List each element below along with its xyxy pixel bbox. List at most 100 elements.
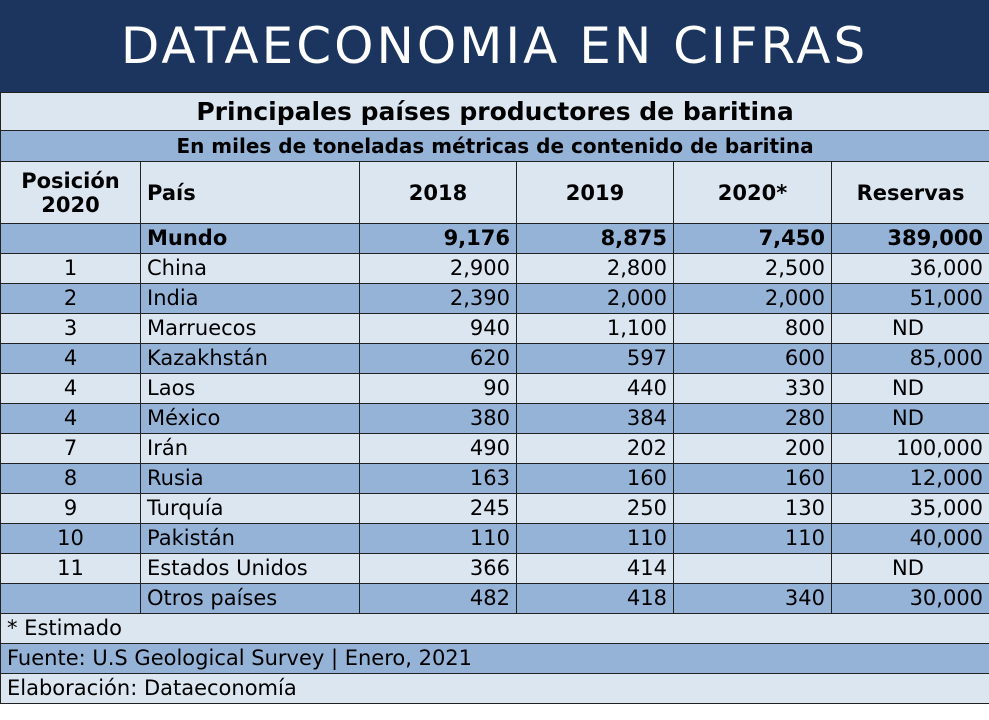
cell-country: Marruecos <box>140 313 360 344</box>
cell-position: 8 <box>0 463 141 494</box>
cell-reserves: 389,000 <box>830 223 989 254</box>
table-row: 2 India 2,390 2,000 2,000 51,000 <box>0 283 989 314</box>
cell-value-2019: 418 <box>516 583 674 614</box>
table-row: 11 Estados Unidos 366 414 ND <box>0 553 989 584</box>
cell-value-2020: 2,000 <box>673 283 832 314</box>
source-note: Fuente: U.S Geological Survey | Enero, 2… <box>0 643 989 674</box>
cell-value-2019: 384 <box>516 403 674 434</box>
cell-position: 11 <box>0 553 141 584</box>
cell-value-2020: 600 <box>673 343 832 374</box>
cell-value-2019: 202 <box>516 433 674 464</box>
cell-reserves: 36,000 <box>830 253 989 284</box>
cell-position: 9 <box>0 493 141 524</box>
cell-value-2018: 163 <box>359 463 517 494</box>
cell-value-2020: 330 <box>673 373 832 404</box>
cell-value-2020: 7,450 <box>673 223 832 254</box>
banner-title: DATAECONOMIA EN CIFRAS <box>0 0 989 92</box>
cell-value-2020: 2,500 <box>673 253 832 284</box>
cell-reserves: ND <box>830 373 989 404</box>
production-table: Principales países productores de bariti… <box>0 92 989 704</box>
header-2019: 2019 <box>516 161 674 224</box>
cell-value-2020: 160 <box>673 463 832 494</box>
cell-value-2018: 366 <box>359 553 517 584</box>
cell-country: Rusia <box>140 463 360 494</box>
cell-value-2019: 2,000 <box>516 283 674 314</box>
table-subtitle: En miles de toneladas métricas de conten… <box>0 130 989 162</box>
cell-position: 4 <box>0 373 141 404</box>
cell-reserves: ND <box>830 553 989 584</box>
table-row: 8 Rusia 163 160 160 12,000 <box>0 463 989 494</box>
cell-value-2018: 90 <box>359 373 517 404</box>
cell-value-2020: 130 <box>673 493 832 524</box>
cell-value-2020: 200 <box>673 433 832 464</box>
cell-reserves: 12,000 <box>830 463 989 494</box>
table-row: Otros países 482 418 340 30,000 <box>0 583 989 614</box>
cell-position: 7 <box>0 433 141 464</box>
cell-value-2018: 245 <box>359 493 517 524</box>
cell-reserves: 51,000 <box>830 283 989 314</box>
credit-note: Elaboración: Dataeconomía <box>0 673 989 704</box>
cell-country: Irán <box>140 433 360 464</box>
cell-value-2018: 490 <box>359 433 517 464</box>
cell-value-2019: 160 <box>516 463 674 494</box>
cell-country: México <box>140 403 360 434</box>
cell-position <box>0 223 141 254</box>
table-row: 4 México 380 384 280 ND <box>0 403 989 434</box>
table-row: 1 China 2,900 2,800 2,500 36,000 <box>0 253 989 284</box>
cell-value-2019: 597 <box>516 343 674 374</box>
cell-position: 1 <box>0 253 141 284</box>
cell-value-2018: 2,900 <box>359 253 517 284</box>
cell-country: Estados Unidos <box>140 553 360 584</box>
cell-reserves: 35,000 <box>830 493 989 524</box>
table-title: Principales países productores de bariti… <box>0 92 989 131</box>
cell-value-2019: 110 <box>516 523 674 554</box>
cell-country: China <box>140 253 360 284</box>
cell-value-2020: 110 <box>673 523 832 554</box>
table-row: Mundo 9,176 8,875 7,450 389,000 <box>0 223 989 254</box>
table-row: 10 Pakistán 110 110 110 40,000 <box>0 523 989 554</box>
cell-position: 2 <box>0 283 141 314</box>
cell-value-2018: 2,390 <box>359 283 517 314</box>
cell-country: Turquía <box>140 493 360 524</box>
table-row: 9 Turquía 245 250 130 35,000 <box>0 493 989 524</box>
cell-value-2019: 8,875 <box>516 223 674 254</box>
cell-value-2019: 2,800 <box>516 253 674 284</box>
cell-value-2019: 440 <box>516 373 674 404</box>
header-reserves: Reservas <box>830 161 989 224</box>
cell-reserves: ND <box>830 403 989 434</box>
cell-country: Laos <box>140 373 360 404</box>
cell-value-2018: 620 <box>359 343 517 374</box>
table-row: 3 Marruecos 940 1,100 800 ND <box>0 313 989 344</box>
cell-position: 3 <box>0 313 141 344</box>
cell-country: Mundo <box>140 223 360 254</box>
header-country: País <box>140 161 360 224</box>
cell-value-2019: 414 <box>516 553 674 584</box>
cell-value-2018: 9,176 <box>359 223 517 254</box>
cell-position: 4 <box>0 343 141 374</box>
cell-reserves: 85,000 <box>830 343 989 374</box>
header-2018: 2018 <box>359 161 517 224</box>
cell-value-2018: 482 <box>359 583 517 614</box>
cell-position: 10 <box>0 523 141 554</box>
cell-value-2018: 110 <box>359 523 517 554</box>
header-position: Posición 2020 <box>0 161 141 224</box>
cell-value-2018: 380 <box>359 403 517 434</box>
cell-country: India <box>140 283 360 314</box>
cell-country: Otros países <box>140 583 360 614</box>
cell-country: Pakistán <box>140 523 360 554</box>
cell-value-2019: 1,100 <box>516 313 674 344</box>
cell-reserves: 40,000 <box>830 523 989 554</box>
cell-reserves: 100,000 <box>830 433 989 464</box>
table-row: 7 Irán 490 202 200 100,000 <box>0 433 989 464</box>
cell-value-2020: 340 <box>673 583 832 614</box>
cell-value-2020 <box>673 553 832 584</box>
header-2020: 2020* <box>673 161 832 224</box>
table-row: 4 Laos 90 440 330 ND <box>0 373 989 404</box>
cell-position <box>0 583 141 614</box>
cell-value-2020: 800 <box>673 313 832 344</box>
cell-position: 4 <box>0 403 141 434</box>
cell-reserves: ND <box>830 313 989 344</box>
table-row: 4 Kazakhstán 620 597 600 85,000 <box>0 343 989 374</box>
footnote: * Estimado <box>0 613 989 644</box>
